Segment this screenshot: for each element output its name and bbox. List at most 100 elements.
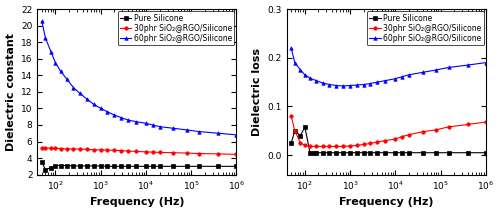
30phr SiO₂@RGO/Silicone [77,148,83,150]
30phr SiO₂@RGO/Silicone [234,153,239,156]
Pure Silicone [360,151,366,154]
Pure Silicone [184,165,190,168]
30phr SiO₂@RGO/Silicone [150,151,156,153]
60phr SiO₂@RGO/Silicone [125,119,131,121]
30phr SiO₂@RGO/Silicone [465,123,471,126]
Legend: Pure Silicone, 30phr SiO₂@RGO/Silicone, 60phr SiO₂@RGO/Silicone: Pure Silicone, 30phr SiO₂@RGO/Silicone, … [367,11,484,45]
60phr SiO₂@RGO/Silicone [64,78,70,81]
60phr SiO₂@RGO/Silicone [216,132,222,135]
Pure Silicone [320,151,326,154]
Pure Silicone [118,165,124,168]
60phr SiO₂@RGO/Silicone [420,71,426,74]
Pure Silicone [234,165,239,168]
30phr SiO₂@RGO/Silicone [420,131,426,133]
Pure Silicone [150,165,156,168]
30phr SiO₂@RGO/Silicone [84,148,90,151]
30phr SiO₂@RGO/Silicone [39,147,45,149]
Pure Silicone [307,151,313,154]
30phr SiO₂@RGO/Silicone [483,121,489,123]
60phr SiO₂@RGO/Silicone [184,129,190,131]
60phr SiO₂@RGO/Silicone [483,61,489,64]
60phr SiO₂@RGO/Silicone [156,125,162,128]
30phr SiO₂@RGO/Silicone [70,148,76,150]
Pure Silicone [143,165,149,168]
60phr SiO₂@RGO/Silicone [70,86,76,89]
30phr SiO₂@RGO/Silicone [133,150,139,153]
Pure Silicone [90,165,96,167]
30phr SiO₂@RGO/Silicone [392,138,398,140]
Pure Silicone [52,164,59,167]
Pure Silicone [125,165,131,168]
Pure Silicone [133,165,139,168]
30phr SiO₂@RGO/Silicone [406,133,412,136]
Y-axis label: Dielectric loss: Dielectric loss [252,48,262,136]
Pure Silicone [77,165,83,167]
X-axis label: Frequency (Hz): Frequency (Hz) [339,197,434,207]
30phr SiO₂@RGO/Silicone [292,130,298,132]
60phr SiO₂@RGO/Silicone [150,124,156,126]
30phr SiO₂@RGO/Silicone [326,145,332,148]
30phr SiO₂@RGO/Silicone [288,115,294,117]
Pure Silicone [48,166,54,169]
60phr SiO₂@RGO/Silicone [77,92,83,95]
30phr SiO₂@RGO/Silicone [143,151,149,153]
60phr SiO₂@RGO/Silicone [234,134,239,136]
Pure Silicone [64,164,70,167]
30phr SiO₂@RGO/Silicone [48,147,54,149]
Pure Silicone [420,151,426,154]
30phr SiO₂@RGO/Silicone [118,149,124,152]
60phr SiO₂@RGO/Silicone [118,116,124,119]
Line: 30phr SiO₂@RGO/Silicone: 30phr SiO₂@RGO/Silicone [290,114,488,148]
60phr SiO₂@RGO/Silicone [298,69,304,71]
Pure Silicone [340,151,346,154]
30phr SiO₂@RGO/Silicone [347,145,353,147]
Pure Silicone [483,151,489,154]
60phr SiO₂@RGO/Silicone [143,122,149,125]
60phr SiO₂@RGO/Silicone [307,77,313,79]
Pure Silicone [39,161,45,164]
Pure Silicone [354,151,360,154]
30phr SiO₂@RGO/Silicone [446,126,452,128]
60phr SiO₂@RGO/Silicone [39,20,45,23]
60phr SiO₂@RGO/Silicone [288,47,294,49]
30phr SiO₂@RGO/Silicone [340,145,346,148]
60phr SiO₂@RGO/Silicone [382,79,388,82]
60phr SiO₂@RGO/Silicone [347,84,353,87]
30phr SiO₂@RGO/Silicone [125,150,131,152]
60phr SiO₂@RGO/Silicone [406,73,412,76]
Pure Silicone [196,165,202,168]
30phr SiO₂@RGO/Silicone [360,143,366,146]
30phr SiO₂@RGO/Silicone [52,147,59,149]
60phr SiO₂@RGO/Silicone [42,37,48,39]
X-axis label: Frequency (Hz): Frequency (Hz) [90,197,184,207]
Pure Silicone [314,151,320,154]
Line: Pure Silicone: Pure Silicone [290,125,488,154]
Legend: Pure Silicone, 30phr SiO₂@RGO/Silicone, 60phr SiO₂@RGO/Silicone: Pure Silicone, 30phr SiO₂@RGO/Silicone, … [118,11,234,45]
Pure Silicone [374,151,380,154]
60phr SiO₂@RGO/Silicone [84,98,90,101]
Pure Silicone [311,151,317,154]
Line: Pure Silicone: Pure Silicone [40,160,238,171]
Pure Silicone [465,151,471,154]
60phr SiO₂@RGO/Silicone [292,61,298,64]
30phr SiO₂@RGO/Silicone [104,149,110,151]
30phr SiO₂@RGO/Silicone [98,148,103,151]
Pure Silicone [406,151,412,154]
30phr SiO₂@RGO/Silicone [320,145,326,148]
60phr SiO₂@RGO/Silicone [368,82,374,85]
60phr SiO₂@RGO/Silicone [399,75,405,78]
30phr SiO₂@RGO/Silicone [354,144,360,147]
Pure Silicone [446,151,452,154]
Line: 60phr SiO₂@RGO/Silicone: 60phr SiO₂@RGO/Silicone [290,46,488,88]
30phr SiO₂@RGO/Silicone [170,151,176,154]
Pure Silicone [433,151,439,154]
30phr SiO₂@RGO/Silicone [399,135,405,138]
60phr SiO₂@RGO/Silicone [433,69,439,71]
30phr SiO₂@RGO/Silicone [184,152,190,154]
Pure Silicone [347,151,353,154]
Pure Silicone [302,126,308,128]
Pure Silicone [292,130,298,132]
30phr SiO₂@RGO/Silicone [156,151,162,154]
Pure Silicone [326,151,332,154]
Pure Silicone [382,151,388,154]
